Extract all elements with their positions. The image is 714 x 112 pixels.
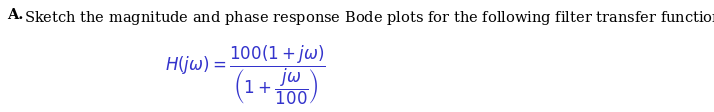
Text: A.: A. (7, 8, 24, 22)
Text: $H(j\omega) = \dfrac{100(1 + j\omega)}{\left(1 + \dfrac{j\omega}{100}\right)}$: $H(j\omega) = \dfrac{100(1 + j\omega)}{\… (165, 43, 326, 106)
Text: Sketch the magnitude and phase response Bode plots for the following filter tran: Sketch the magnitude and phase response … (24, 8, 714, 27)
